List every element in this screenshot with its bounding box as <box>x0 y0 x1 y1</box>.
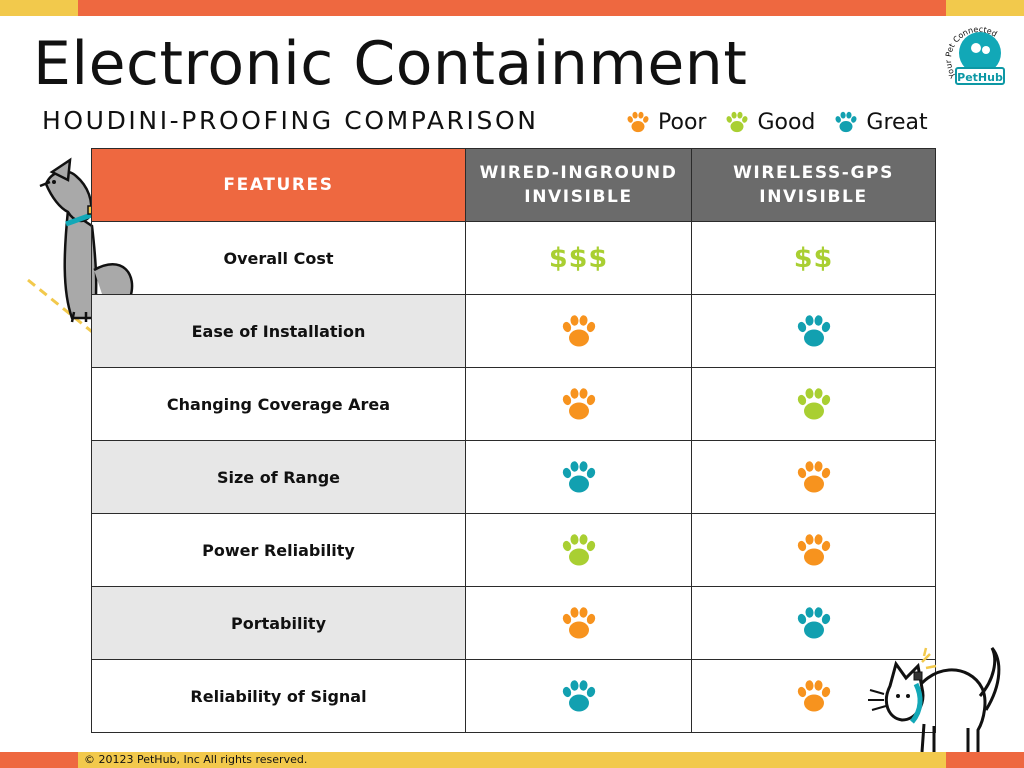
wired-value-cell <box>465 513 692 587</box>
paw-poor-icon <box>797 680 830 712</box>
column-header-wired-inground: WIRED-INGROUND INVISIBLE <box>465 148 692 222</box>
paw-poor-icon <box>797 461 830 493</box>
wired-value-cell: $$$ <box>465 221 692 295</box>
legend-label: Good <box>757 109 816 135</box>
legend-item-good: Good <box>724 109 815 135</box>
paw-great-icon <box>562 680 595 712</box>
table-row: Portability <box>91 586 936 660</box>
bottom-color-bar <box>0 752 1024 768</box>
table-header-row: FEATURES WIRED-INGROUND INVISIBLE WIRELE… <box>91 148 936 222</box>
table-row: Power Reliability <box>91 513 936 587</box>
table-row: Ease of Installation <box>91 294 936 368</box>
column-header-wireless-gps: WIRELESS-GPS INVISIBLE <box>691 148 936 222</box>
paw-poor-icon <box>562 388 595 420</box>
bottom-bar-orange-right <box>946 752 1024 768</box>
wireless-value-cell <box>691 586 936 660</box>
table-row: Size of Range <box>91 440 936 514</box>
rating-legend: Poor Good Great <box>625 106 928 138</box>
legend-label: Great <box>866 109 928 135</box>
paw-great-icon <box>835 111 857 133</box>
top-color-bar <box>0 0 1024 16</box>
feature-label: Size of Range <box>91 440 466 514</box>
wired-value-cell <box>465 659 692 733</box>
feature-label: Overall Cost <box>91 221 466 295</box>
feature-label: Changing Coverage Area <box>91 367 466 441</box>
wireless-value-cell <box>691 440 936 514</box>
wired-value-cell <box>465 367 692 441</box>
paw-great-icon <box>562 461 595 493</box>
wireless-value-cell <box>691 294 936 368</box>
wireless-value-cell <box>691 513 936 587</box>
wired-value-cell <box>465 294 692 368</box>
paw-great-icon <box>797 315 830 347</box>
table-row: Reliability of Signal <box>91 659 936 733</box>
paw-great-icon <box>797 607 830 639</box>
cat-illustration-icon <box>868 647 1001 753</box>
paw-poor-icon <box>562 315 595 347</box>
table-row: Overall Cost $$$ $$ <box>91 221 936 295</box>
feature-label: Portability <box>91 586 466 660</box>
top-bar-yellow-left <box>0 0 78 16</box>
pethub-logo: Your Pet Connected PetHub <box>942 24 1010 92</box>
paw-good-icon <box>562 534 595 566</box>
legend-item-great: Great <box>833 109 928 135</box>
comparison-table: FEATURES WIRED-INGROUND INVISIBLE WIRELE… <box>91 148 936 733</box>
cost-rating: $$ <box>793 242 834 274</box>
paw-good-icon <box>726 111 748 133</box>
wired-value-cell <box>465 440 692 514</box>
logo-badge: PetHub <box>955 67 1005 85</box>
column-header-features: FEATURES <box>91 148 466 222</box>
paw-poor-icon <box>797 534 830 566</box>
wireless-value-cell <box>691 367 936 441</box>
bottom-bar-yellow <box>78 752 946 768</box>
cost-rating: $$$ <box>548 242 609 274</box>
top-bar-yellow-right <box>946 0 1024 16</box>
bottom-bar-orange-left <box>0 752 78 768</box>
feature-label: Ease of Installation <box>91 294 466 368</box>
table-row: Changing Coverage Area <box>91 367 936 441</box>
legend-item-poor: Poor <box>625 109 706 135</box>
top-bar-orange <box>78 0 946 16</box>
feature-label: Reliability of Signal <box>91 659 466 733</box>
copyright-text: © 20123 PetHub, Inc All rights reserved. <box>84 753 308 766</box>
legend-label: Poor <box>658 109 707 135</box>
page-title: Electronic Containment <box>33 29 748 99</box>
page-subtitle: HOUDINI-PROOFING COMPARISON <box>42 106 539 135</box>
feature-label: Power Reliability <box>91 513 466 587</box>
paw-poor-icon <box>562 607 595 639</box>
wired-value-cell <box>465 586 692 660</box>
paw-good-icon <box>797 388 830 420</box>
paw-poor-icon <box>627 111 649 133</box>
wireless-value-cell: $$ <box>691 221 936 295</box>
